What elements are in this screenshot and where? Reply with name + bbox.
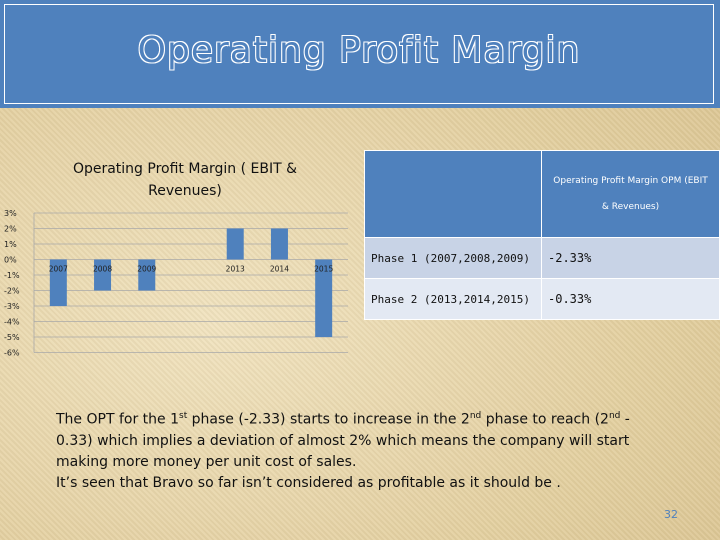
table-header-blank [364, 150, 542, 238]
table-row-phase1: Phase 1 (2007,2008,2009) -2.33% [364, 237, 720, 279]
p1-sup-3: nd [608, 411, 621, 421]
phase1-value: -2.33% [541, 237, 720, 279]
p1-part-d: - 0.33) which implies a deviation of alm… [56, 411, 630, 470]
paragraph-1: The OPT for the 1st phase (-2.33) starts… [56, 406, 668, 473]
y-tick-label: 2% [4, 225, 17, 234]
bar-2013 [226, 228, 244, 260]
body-text: The OPT for the 1st phase (-2.33) starts… [56, 406, 668, 494]
phase2-value: -0.33% [541, 278, 720, 320]
p1-part-b: phase (-2.33) starts to increase in the … [187, 411, 470, 428]
bar-chart: 3% 2% 1% 0% -1% -2% -3% -4% -5% -6% 2007 2008 2009 20… [4, 209, 348, 358]
table-header: Operating Profit Margin OPM (EBIT & Reve… [541, 150, 720, 238]
y-tick-label: 3% [4, 209, 17, 218]
y-tick-label: -6% [4, 349, 20, 358]
y-tick-label: 1% [4, 240, 17, 249]
bar-2008 [94, 259, 112, 291]
phase2-label: Phase 2 (2013,2014,2015) [364, 278, 542, 320]
x-tick-label: 2013 [226, 265, 245, 274]
y-tick-label: -4% [4, 318, 20, 327]
title-frame: Operating Profit Margin [4, 4, 714, 104]
y-tick-label: -2% [4, 287, 20, 296]
paragraph-2: It’s seen that Bravo so far isn’t consid… [56, 474, 561, 491]
p1-part-c: phase to reach (2 [481, 411, 609, 428]
y-tick-label: -1% [4, 271, 20, 280]
x-tick-label: 2015 [314, 265, 333, 274]
y-tick-label: -5% [4, 333, 20, 342]
chart-title-line2: Revenues) [148, 183, 222, 199]
table-row-phase2: Phase 2 (2013,2014,2015) -0.33% [364, 278, 720, 320]
bar-2014 [270, 228, 288, 260]
p1-part-a: The OPT for the 1 [56, 411, 179, 428]
bar-2009 [138, 259, 156, 291]
p1-sup-1: st [179, 411, 188, 421]
x-tick-label: 2014 [270, 265, 289, 274]
chart-title-line1: Operating Profit Margin ( EBIT & [72, 161, 298, 177]
page-number: 32 [664, 508, 678, 521]
opm-table: Operating Profit Margin OPM (EBIT & Reve… [364, 150, 720, 320]
title-bar: Operating Profit Margin [0, 0, 720, 108]
y-tick-label: 0% [4, 256, 17, 265]
x-tick-label: 2007 [49, 265, 68, 274]
bar-2007 [49, 259, 67, 306]
phase1-label: Phase 1 (2007,2008,2009) [364, 237, 542, 279]
y-tick-label: -3% [4, 302, 20, 311]
slide-title: Operating Profit Margin [137, 29, 581, 71]
p1-sup-2: nd [469, 411, 482, 421]
bar-2015 [315, 259, 333, 337]
table-header-line1: Operating Profit Margin OPM (EBIT [553, 176, 708, 186]
table-header-line2: & Revenues) [601, 202, 660, 212]
x-tick-label: 2009 [137, 265, 156, 274]
x-tick-label: 2008 [93, 265, 112, 274]
chart-title: Operating Profit Margin ( EBIT & Revenue… [40, 158, 330, 202]
